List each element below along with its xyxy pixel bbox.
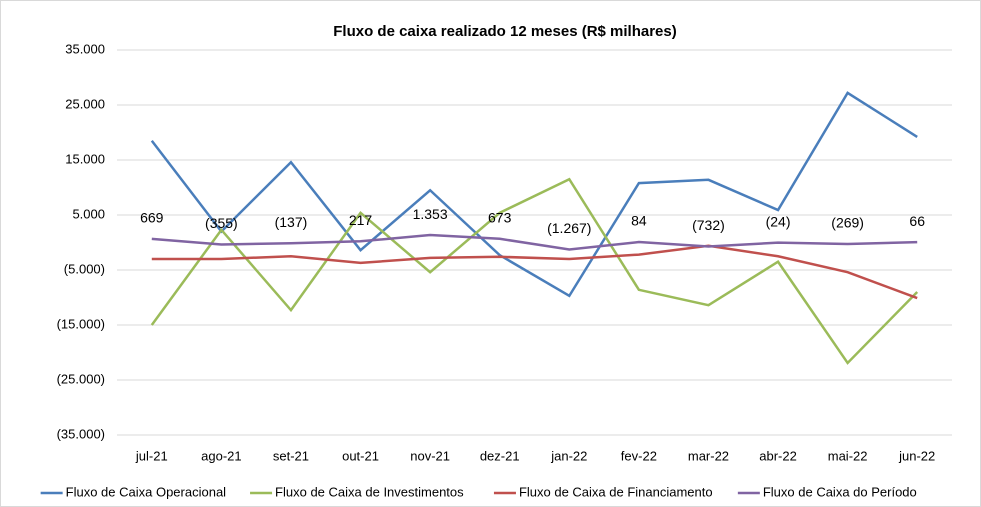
chart-title: Fluxo de caixa realizado 12 meses (R$ mi… xyxy=(333,23,677,40)
y-tick-label: 5.000 xyxy=(72,206,105,221)
y-tick-label: (35.000) xyxy=(57,426,105,441)
data-label: (24) xyxy=(766,213,791,229)
x-tick-label: mar-22 xyxy=(688,448,729,463)
data-label: (137) xyxy=(275,214,308,230)
y-tick-label: 15.000 xyxy=(65,151,105,166)
series-line xyxy=(150,177,919,365)
y-tick-label: (25.000) xyxy=(57,371,105,386)
legend-label: Fluxo de Caixa do Período xyxy=(763,484,917,499)
x-tick-label: jan-22 xyxy=(550,448,587,463)
legend-label: Fluxo de Caixa Operacional xyxy=(66,484,227,499)
x-tick-label: jun-22 xyxy=(898,448,935,463)
data-label: 669 xyxy=(140,210,164,226)
x-tick-label: abr-22 xyxy=(759,448,797,463)
y-tick-label: 35.000 xyxy=(65,41,105,56)
data-label: (269) xyxy=(831,215,864,231)
series-line xyxy=(150,91,918,298)
data-label: (1.267) xyxy=(547,220,591,236)
x-tick-label: fev-22 xyxy=(621,448,657,463)
data-label: (355) xyxy=(205,215,238,231)
y-tick-label: 25.000 xyxy=(65,96,105,111)
x-tick-label: dez-21 xyxy=(480,448,520,463)
x-tick-label: mai-22 xyxy=(828,448,868,463)
data-label: 217 xyxy=(349,212,373,228)
x-tick-label: nov-21 xyxy=(410,448,450,463)
x-tick-label: set-21 xyxy=(273,448,309,463)
series-line xyxy=(151,244,918,300)
data-label: (732) xyxy=(692,217,725,233)
legend-label: Fluxo de Caixa de Financiamento xyxy=(519,484,713,499)
x-tick-label: out-21 xyxy=(342,448,379,463)
x-tick-label: jul-21 xyxy=(135,448,168,463)
data-label: 1.353 xyxy=(413,206,448,222)
x-tick-label: ago-21 xyxy=(201,448,241,463)
y-tick-label: (5.000) xyxy=(64,261,105,276)
data-label: 84 xyxy=(631,213,647,229)
data-label: 66 xyxy=(909,213,925,229)
series-line xyxy=(151,233,918,251)
data-label: 673 xyxy=(488,210,512,226)
legend-label: Fluxo de Caixa de Investimentos xyxy=(275,484,464,499)
y-tick-label: (15.000) xyxy=(57,316,105,331)
